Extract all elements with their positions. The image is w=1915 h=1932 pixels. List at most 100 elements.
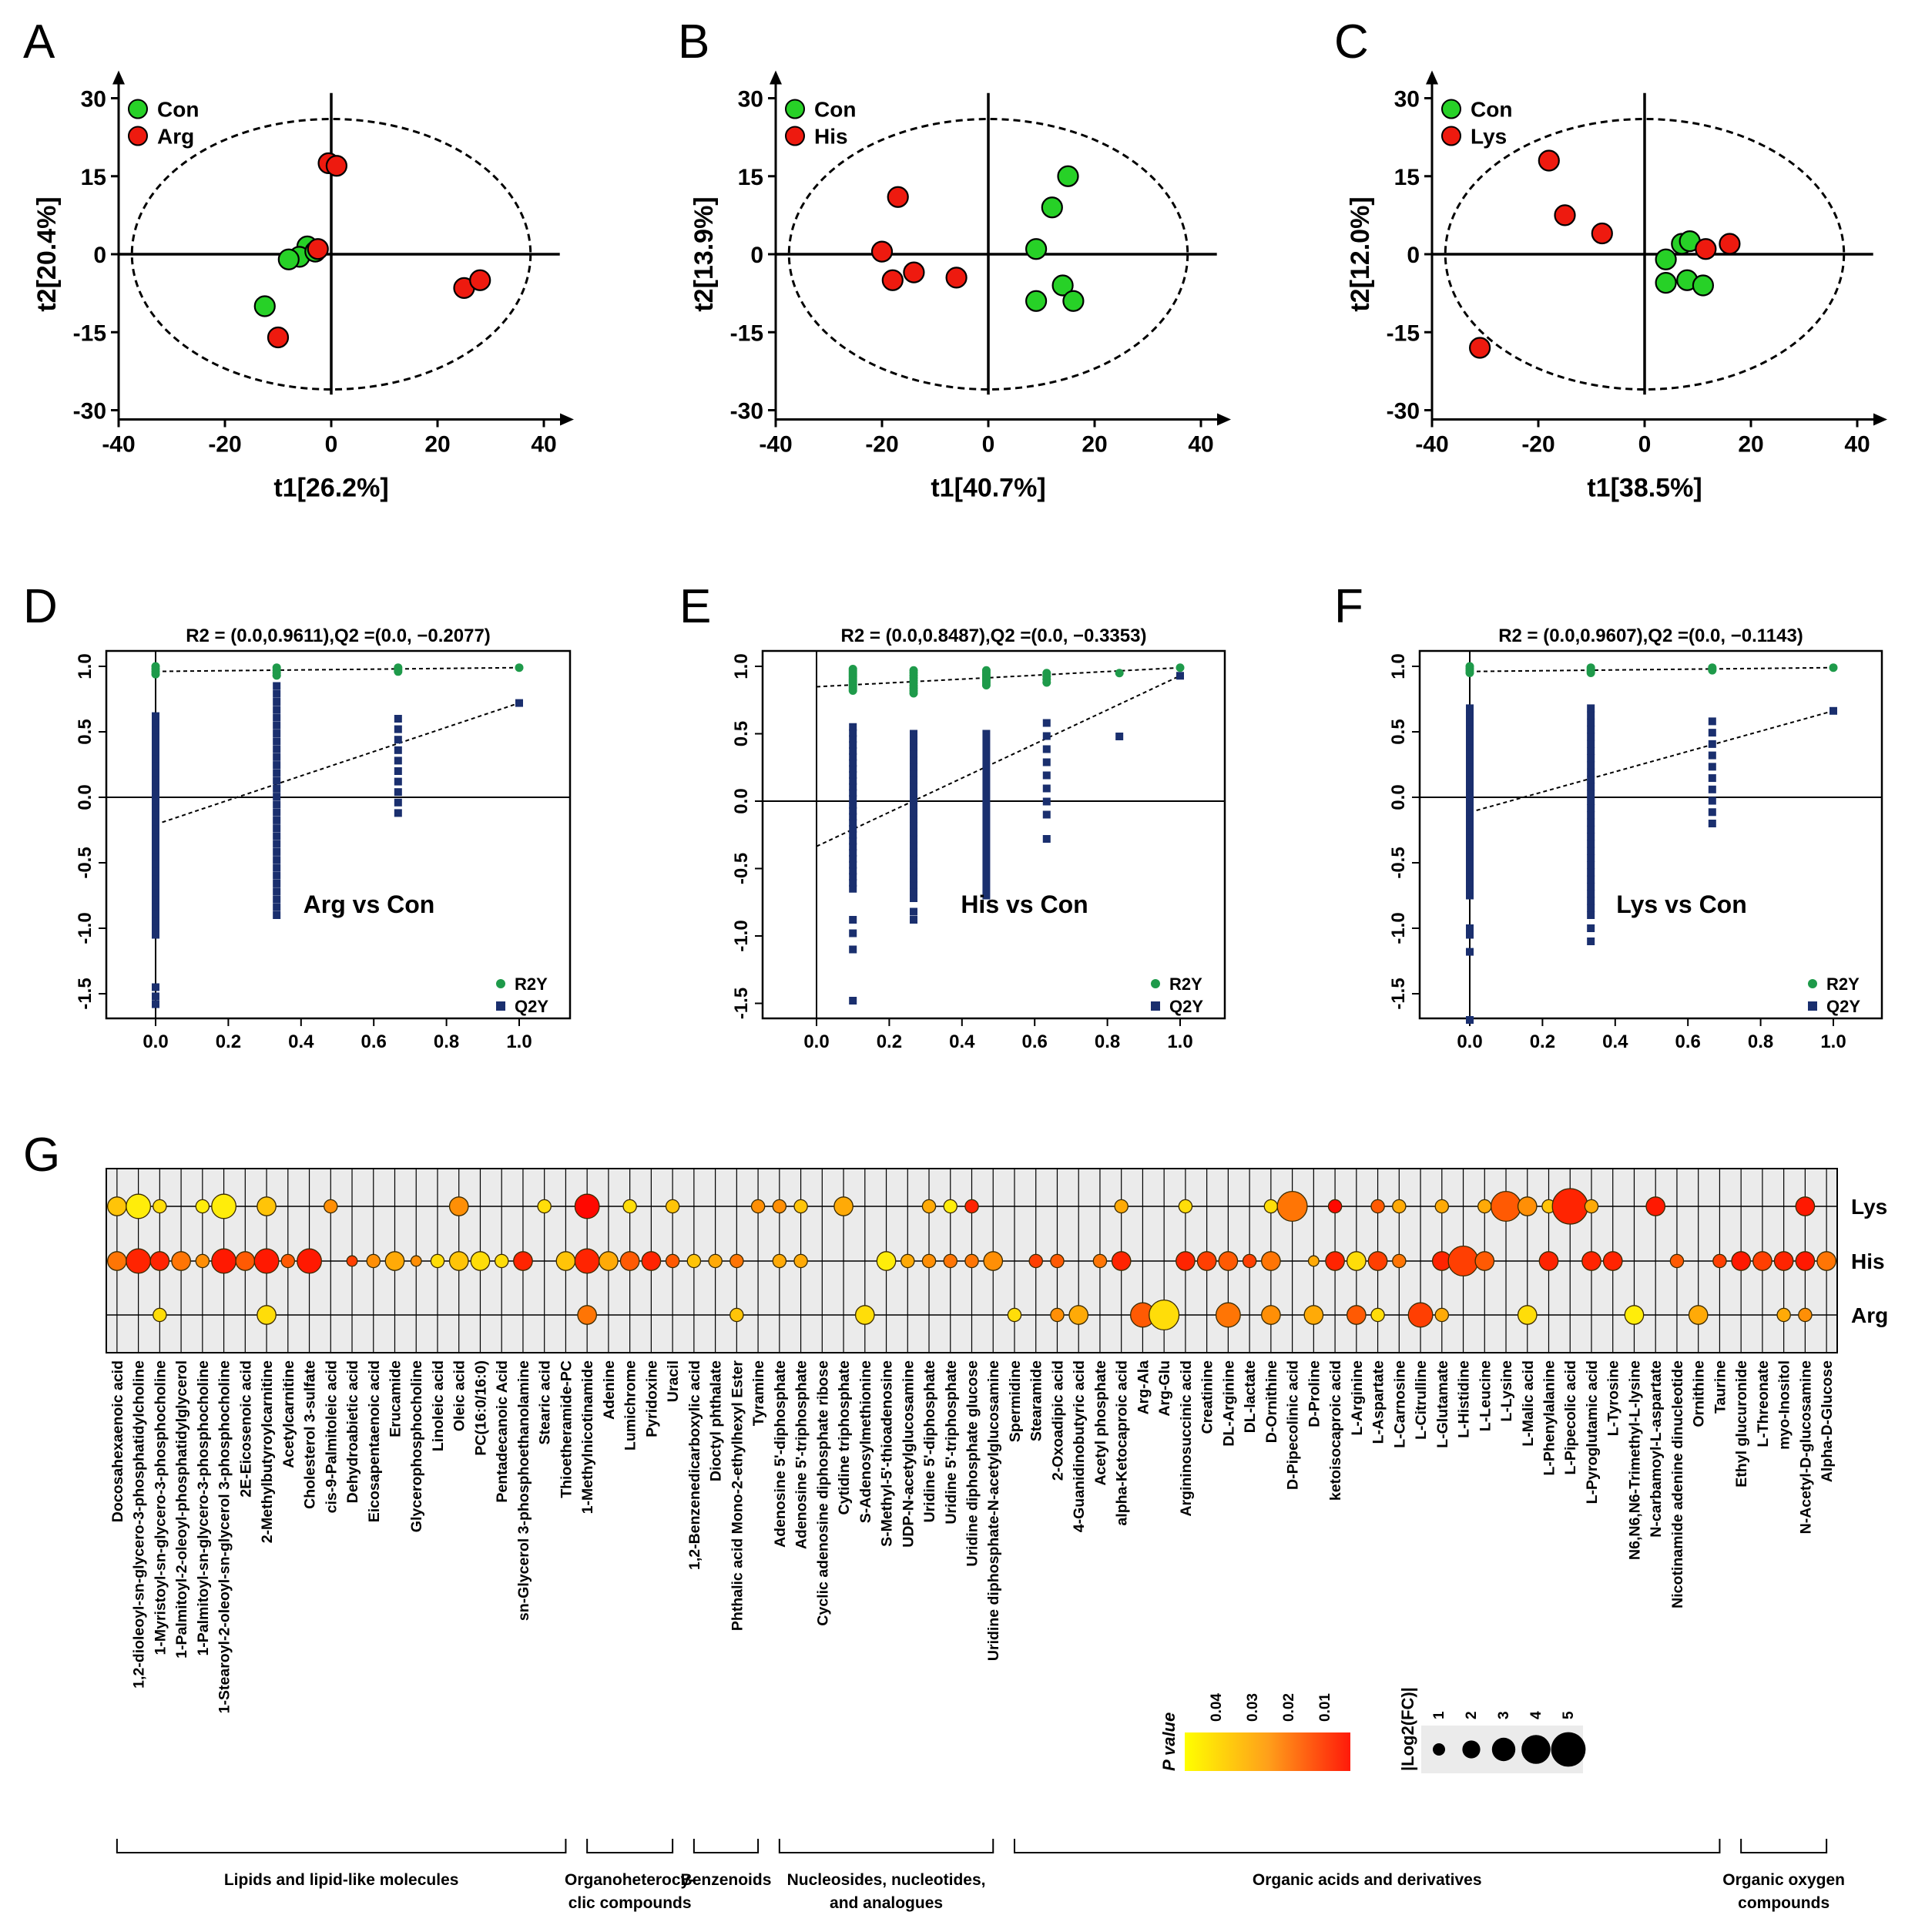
q2y-point [1466,1016,1474,1024]
q2y-point [1587,882,1595,891]
r2y-point [1708,663,1717,673]
metabolite-label: Stearamide [1028,1360,1045,1441]
q2y-point [910,736,918,745]
y-tick-label: 0.5 [1388,719,1409,744]
q2y-point [982,837,991,846]
point-his [903,261,925,283]
bubble-lys [107,1196,127,1216]
row-label: Lys [1851,1195,1887,1219]
bubble-arg [1149,1299,1180,1331]
x-tick-label: 40 [531,432,556,458]
q2y-point [1466,931,1474,939]
bubble-lys [1370,1199,1385,1214]
r2y-point [848,665,857,673]
q2y-point [910,880,918,889]
bubble-his [641,1251,662,1271]
q2y-point [152,874,159,883]
bubble-his [297,1248,322,1274]
y-tick-label: 0.0 [75,784,96,810]
confidence-ellipse [787,118,1189,391]
y-tick-label: 1.0 [731,653,752,679]
bubble-lys [448,1196,469,1216]
bubble-his [1175,1251,1196,1271]
q2y-point [982,760,991,769]
bubble-his [1712,1253,1727,1269]
y-tick-label: 0 [93,243,106,268]
group-label: Organoheterocy- [565,1871,695,1889]
bubble-arg [1434,1307,1450,1323]
q2y-point [1466,743,1474,751]
metabolite-label: Lumichrome [622,1360,639,1451]
q2y-point [1587,847,1595,855]
plot-title: R2 = (0.0,0.8487),Q2 =(0.0, −0.3353) [841,626,1147,646]
q2y-point [1587,811,1595,820]
bubble-his [346,1255,358,1267]
bubble-his [1218,1251,1239,1271]
y-tick-label: -0.5 [75,847,96,878]
row-label: Arg [1851,1303,1888,1327]
point-con [1655,272,1677,294]
q2y-point [1042,732,1051,740]
x-tick-label: 0.6 [361,1031,387,1052]
q2y-point [1042,835,1051,843]
metabolite-label: N-carbamoyl-L-aspartate [1648,1360,1665,1538]
metabolite-label: DL-Arginine [1220,1360,1237,1447]
metabolite-label: Cyclic adenosine diphosphate ribose [814,1360,831,1626]
bubble-his [1581,1251,1601,1271]
bubble-his [1602,1251,1623,1271]
q2y-point [152,881,159,890]
q2y-point [982,737,991,746]
bubble-lys [622,1199,637,1214]
bubble-his [149,1251,170,1271]
q2y-point [1466,846,1474,854]
y-axis-arrow [770,70,782,85]
bubble-lys [574,1193,600,1219]
legend-label: His [814,125,848,149]
bubble-his [384,1251,405,1271]
bubble-his [235,1251,256,1271]
q2y-point [152,832,159,840]
point-arg [325,155,347,177]
group-bracket [693,1839,760,1853]
metabolite-label: L-Phenylalanine [1541,1360,1558,1476]
bubble-lys [665,1199,680,1214]
q2y-point [152,888,159,897]
y-tick-label: 0.5 [731,721,752,746]
x-tick-label: 1.0 [506,1031,532,1052]
q2y-point [1466,807,1474,816]
metabolite-label: 2E-Eicosenoic acid [237,1360,254,1498]
x-tick-label: 20 [1082,432,1107,458]
pvalue-tick: 0.01 [1317,1693,1333,1722]
q2y-point [152,712,159,720]
metabolite-label: L-Aspartate [1370,1360,1387,1444]
bubble-his [619,1251,640,1271]
metabolite-label: Pyridoxine [643,1360,660,1437]
q2y-point [273,689,281,698]
bubble-his [665,1253,680,1269]
fc-tick: 4 [1528,1711,1544,1719]
q2y-point [273,847,281,856]
group-bracket [586,1839,674,1853]
legend-label: Q2Y [1169,997,1203,1016]
bubble-his [793,1253,808,1269]
q2y-point [910,795,918,803]
q2y-point [849,800,857,809]
point-lys [1468,337,1491,359]
y-tick-label: 1.0 [75,653,96,679]
q2y-point [1042,771,1051,780]
q2y-point [1587,733,1595,741]
q2y-point [394,715,402,723]
q2y-point [152,797,159,805]
group-bracket [116,1839,567,1853]
group-label: Nucleosides, nucleotides, [787,1871,986,1889]
bubble-arg [1215,1302,1241,1328]
bubble-his [686,1253,702,1269]
metabolite-label: UDP-N-acetylglucosamine [900,1360,917,1548]
q2y-point [1587,897,1595,905]
fc-tick: 2 [1464,1711,1480,1719]
q2y-point [849,753,857,761]
point-con [1051,274,1074,297]
bubble-arg [1798,1307,1813,1323]
metabolite-label: Adenosine 5'-triphosphate [793,1360,810,1549]
x-tick-label: 0 [982,432,995,458]
